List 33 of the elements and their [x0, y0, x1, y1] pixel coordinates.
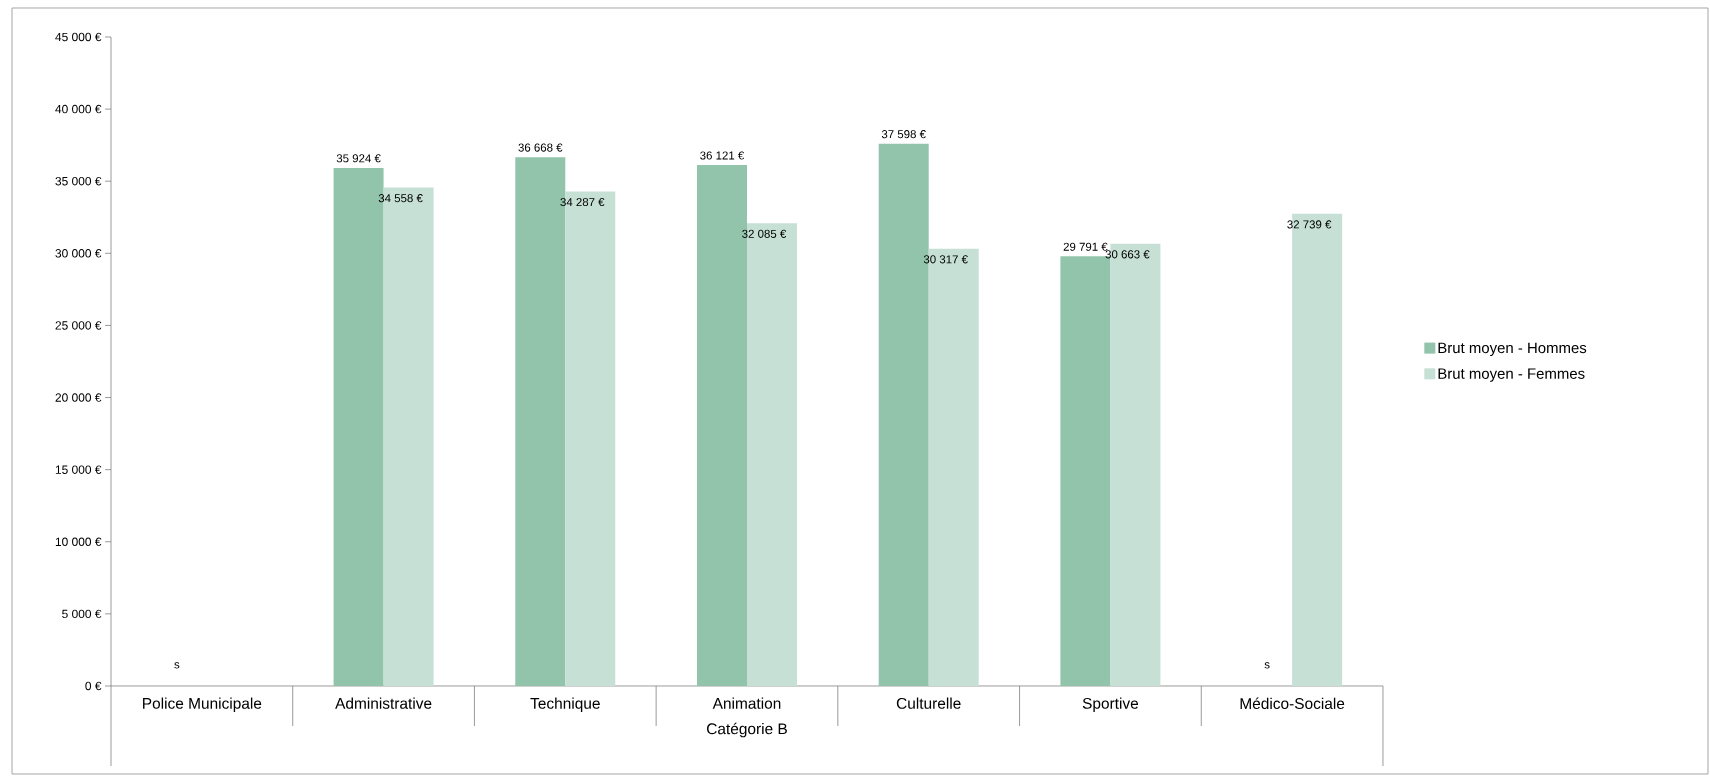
x-tick-label: Culturelle	[896, 697, 961, 709]
text: s	[174, 662, 180, 669]
legend-label: Brut moyen - Femmes	[1438, 368, 1585, 382]
text: s	[1264, 662, 1270, 669]
data-label: 32 739 €	[1287, 220, 1332, 229]
data-label: 35 924 €	[336, 154, 381, 163]
y-tick-label: 0 €	[85, 681, 102, 691]
x-tick-label: Administrative	[335, 697, 432, 709]
y-tick-label: 30 000 €	[55, 249, 102, 258]
y-tick-label: 15 000 €	[55, 465, 102, 474]
data-label: 32 085 €	[742, 229, 787, 238]
y-tick-label: 35 000 €	[55, 176, 102, 186]
x-tick-label: Sportive	[1082, 697, 1139, 712]
data-label: 37 598 €	[881, 130, 926, 139]
y-tick-label: 45 000 €	[55, 32, 102, 42]
y-tick-label: 10 000 €	[55, 537, 102, 546]
data-label: 34 558 €	[378, 194, 423, 203]
data-label: 36 668 €	[518, 143, 563, 152]
x-tick-label: Médico-Sociale	[1240, 697, 1345, 710]
x-axis-title: Catégorie B	[707, 722, 787, 738]
data-label: 30 663 €	[1105, 250, 1150, 259]
data-label: 30 317 €	[923, 255, 968, 264]
data-label: 36 121 €	[700, 151, 745, 160]
x-tick-label: Technique	[530, 697, 600, 712]
y-tick-label: 25 000 €	[55, 321, 102, 330]
x-tick-label: Animation	[712, 697, 781, 709]
data-label: 34 287 €	[560, 198, 605, 207]
y-tick-label: 5 000 €	[62, 609, 102, 619]
data-label: 29 791 €	[1063, 242, 1108, 251]
y-tick-label: 40 000 €	[55, 104, 102, 114]
x-tick-label: Police Municipale	[143, 697, 262, 712]
legend-label: Brut moyen - Hommes	[1438, 342, 1587, 357]
y-tick-label: 20 000 €	[55, 393, 102, 402]
